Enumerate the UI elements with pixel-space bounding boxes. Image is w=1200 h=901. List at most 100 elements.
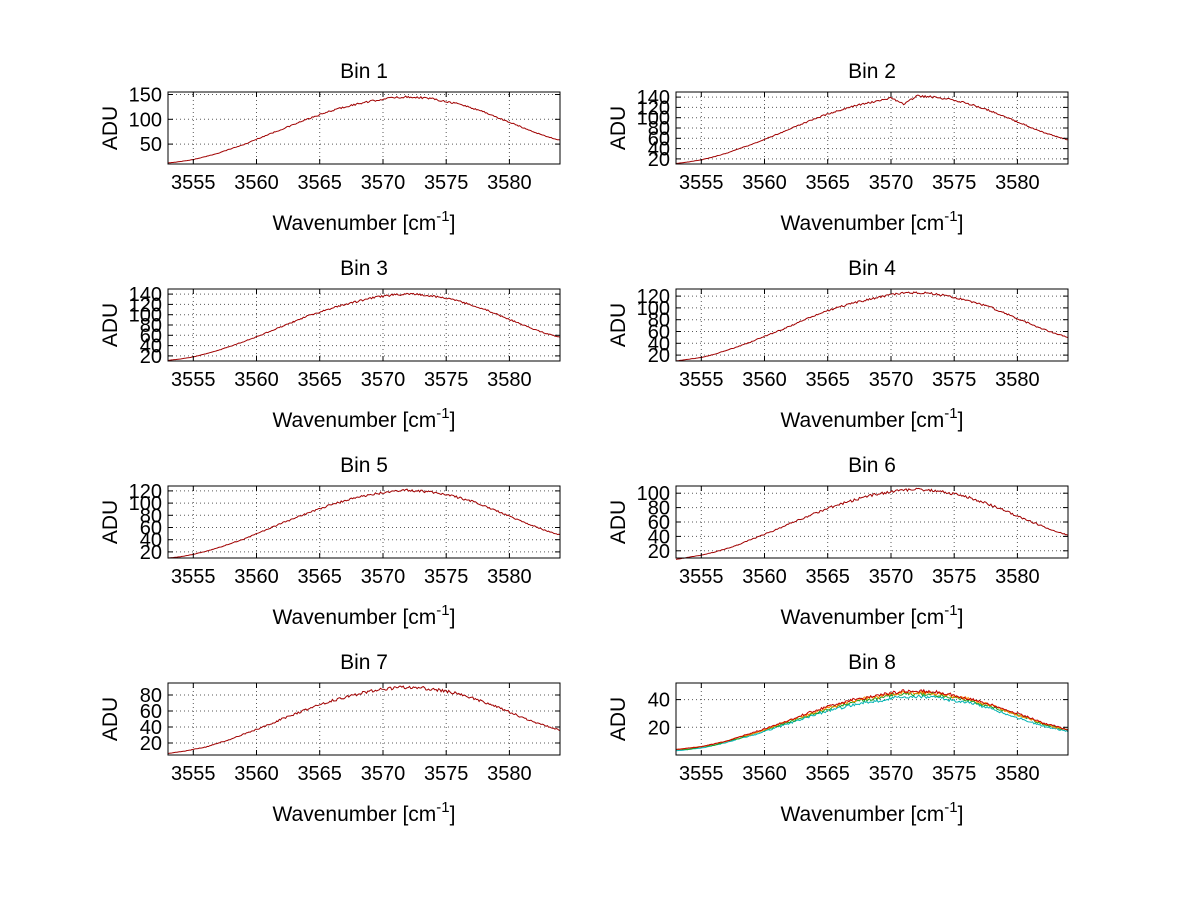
x-axis-label: Wavenumber [cm-1]	[273, 602, 456, 629]
y-tick-label: 40	[648, 526, 670, 548]
x-tick-label: 3580	[995, 369, 1040, 391]
y-tick-label: 80	[648, 118, 670, 140]
y-tick-label: 40	[140, 717, 162, 739]
x-axis-label: Wavenumber [cm-1]	[781, 208, 964, 235]
series-spectrum	[676, 94, 1069, 164]
y-tick-label: 140	[637, 87, 670, 109]
y-tick-label: 80	[648, 498, 670, 520]
axes-box	[167, 682, 561, 756]
y-tick-label: 40	[648, 333, 670, 355]
x-tick-label: 3555	[679, 566, 724, 588]
subplot-title: Bin 6	[848, 454, 896, 477]
subplot-bin-8: 3555 3560 3565 3570 3575 3580 20 40 Bin 8 Wavenum…	[607, 651, 1069, 826]
x-tick-label: 3565	[805, 566, 850, 588]
subplot-bin-2: 3555 3560 3565 3570 3575 3580 2040608010012014…	[607, 60, 1069, 235]
y-axis-label: ADU	[607, 303, 630, 347]
y-tick-label: 100	[637, 483, 670, 505]
series-spectrum	[167, 95, 561, 164]
y-tick-label: 80	[648, 310, 670, 332]
subplot-bin-3: 3555 3560 3565 3570 3575 3580 2040608010012014…	[99, 257, 561, 432]
series-spectrum	[675, 487, 1069, 560]
y-axis-label: ADU	[607, 106, 630, 150]
x-tick-label: 3575	[932, 763, 977, 785]
x-tick-label: 3580	[995, 763, 1040, 785]
x-axis-label-superscript: -1	[436, 208, 449, 225]
x-tick-label: 3575	[932, 172, 977, 194]
y-tick-label: 100	[129, 109, 162, 131]
x-tick-label: 3560	[742, 369, 787, 391]
x-tick-label: 3560	[234, 369, 279, 391]
y-tick-label: 60	[648, 128, 670, 150]
x-tick-label: 3560	[234, 763, 279, 785]
x-tick-label: 3565	[297, 763, 342, 785]
series-spectrum-green	[675, 691, 1069, 751]
x-axis-label-superscript: -1	[944, 405, 957, 422]
x-tick-label: 3575	[932, 566, 977, 588]
x-tick-label: 3570	[361, 369, 406, 391]
x-tick-label: 3570	[869, 172, 914, 194]
x-tick-label: 3580	[487, 369, 532, 391]
x-tick-label: 3570	[361, 566, 406, 588]
x-axis-label: Wavenumber [cm-1]	[273, 405, 456, 432]
y-tick-label: 80	[140, 315, 162, 337]
x-axis-label: Wavenumber [cm-1]	[273, 799, 456, 826]
x-tick-label: 3570	[361, 763, 406, 785]
x-tick-label: 3560	[742, 763, 787, 785]
x-tick-label: 3570	[361, 172, 406, 194]
y-tick-label: 20	[140, 542, 162, 564]
y-tick-label: 40	[648, 690, 670, 712]
y-tick-label: 120	[129, 294, 162, 316]
x-axis-label: Wavenumber [cm-1]	[273, 208, 456, 235]
x-axis-label-superscript: -1	[436, 602, 449, 619]
subplot-title: Bin 1	[340, 60, 388, 83]
x-tick-label: 3560	[234, 172, 279, 194]
x-tick-label: 3565	[297, 566, 342, 588]
y-axis-label: ADU	[99, 303, 122, 347]
series-spectrum	[675, 291, 1069, 362]
x-tick-label: 3575	[424, 566, 469, 588]
x-tick-label: 3570	[869, 763, 914, 785]
x-tick-label: 3575	[424, 763, 469, 785]
series-spectrum	[167, 292, 561, 361]
x-axis-label-superscript: -1	[944, 208, 957, 225]
x-axis-label-superscript: -1	[944, 602, 957, 619]
x-tick-label: 3580	[487, 172, 532, 194]
x-tick-label: 3565	[297, 369, 342, 391]
x-axis-label: Wavenumber [cm-1]	[781, 799, 964, 826]
subplot-title: Bin 8	[848, 651, 896, 674]
x-tick-label: 3570	[869, 369, 914, 391]
x-axis-label: Wavenumber [cm-1]	[781, 405, 964, 432]
subplot-title: Bin 3	[340, 257, 388, 280]
x-tick-label: 3580	[995, 566, 1040, 588]
y-tick-label: 50	[140, 134, 162, 156]
y-tick-label: 120	[129, 481, 162, 503]
x-tick-label: 3575	[932, 369, 977, 391]
x-tick-label: 3555	[679, 369, 724, 391]
x-tick-label: 3560	[742, 172, 787, 194]
series-spectrum-cyan	[675, 694, 1069, 752]
y-axis-label: ADU	[607, 697, 630, 741]
subplot-title: Bin 4	[848, 257, 896, 280]
subplot-title: Bin 5	[340, 454, 388, 477]
y-axis-label: ADU	[99, 500, 122, 544]
x-tick-label: 3575	[424, 172, 469, 194]
y-axis-label: ADU	[99, 697, 122, 741]
x-tick-label: 3555	[171, 369, 216, 391]
x-axis-label-superscript: -1	[436, 799, 449, 816]
x-tick-label: 3555	[679, 763, 724, 785]
y-tick-label: 20	[140, 733, 162, 755]
y-tick-label: 100	[129, 493, 162, 515]
y-tick-label: 60	[140, 518, 162, 540]
x-tick-label: 3580	[995, 172, 1040, 194]
y-tick-label: 100	[637, 298, 670, 320]
x-tick-label: 3560	[234, 566, 279, 588]
y-tick-label: 150	[129, 85, 162, 107]
y-tick-label: 20	[648, 541, 670, 563]
x-tick-label: 3565	[805, 369, 850, 391]
x-tick-label: 3555	[679, 172, 724, 194]
x-tick-label: 3565	[297, 172, 342, 194]
series-spectrum	[167, 685, 561, 754]
y-tick-label: 40	[140, 336, 162, 358]
